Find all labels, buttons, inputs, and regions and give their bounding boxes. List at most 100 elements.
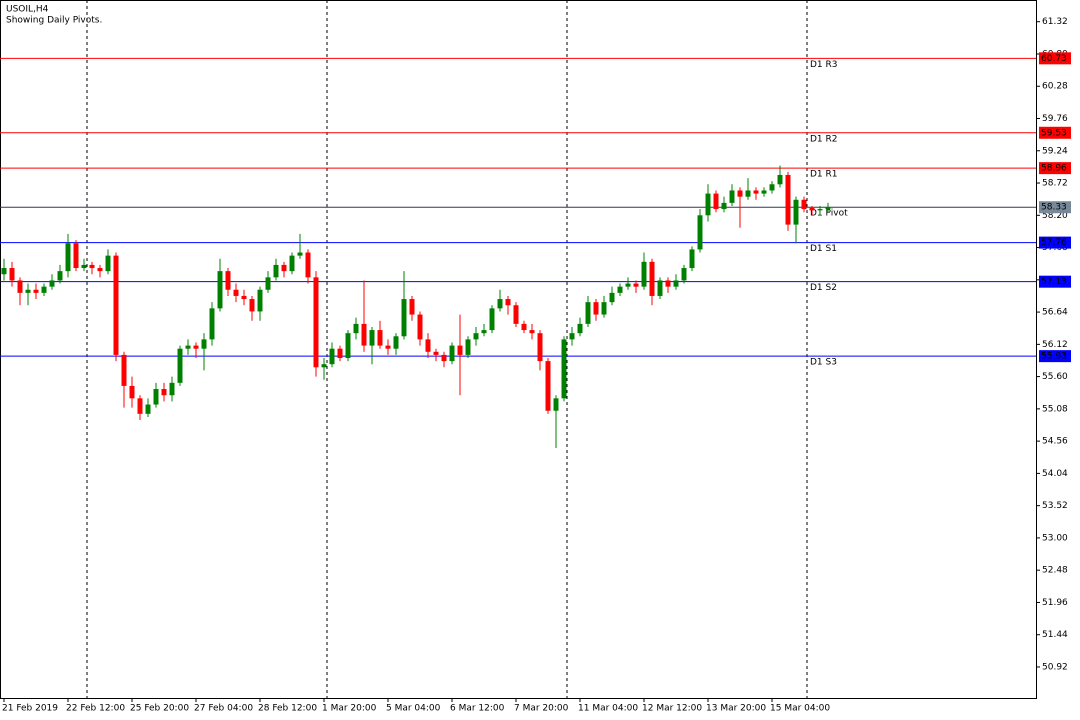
candle-body bbox=[465, 339, 471, 355]
candle-body bbox=[705, 193, 711, 216]
candle-body bbox=[361, 323, 367, 346]
candle-body bbox=[17, 280, 23, 293]
candle-body bbox=[305, 252, 311, 278]
candle-body bbox=[657, 280, 663, 296]
candle-body bbox=[393, 336, 399, 349]
pivot-label: D1 S2 bbox=[810, 283, 837, 293]
candle-body bbox=[753, 190, 759, 194]
y-tick-label: 56.64 bbox=[1042, 308, 1068, 318]
candle-body bbox=[681, 268, 687, 281]
candle-body bbox=[225, 271, 231, 290]
y-tick-label: 56.12 bbox=[1042, 340, 1068, 350]
pivot-label: D1 S3 bbox=[810, 358, 837, 368]
y-tick-label: 54.56 bbox=[1042, 437, 1068, 447]
candle-body bbox=[561, 339, 567, 399]
candle-body bbox=[265, 277, 271, 290]
candle-body bbox=[177, 348, 183, 383]
candle-body bbox=[329, 348, 335, 365]
price-box-label: 58.96 bbox=[1041, 164, 1067, 174]
candle-body bbox=[481, 330, 487, 334]
candle-body bbox=[185, 345, 191, 349]
candle-body bbox=[817, 209, 823, 211]
candle-body bbox=[1, 268, 7, 275]
candle-body bbox=[25, 289, 31, 293]
candle-body bbox=[49, 280, 55, 287]
y-tick-label: 51.44 bbox=[1042, 630, 1068, 640]
candle-body bbox=[617, 286, 623, 293]
candle-body bbox=[785, 174, 791, 225]
candle-body bbox=[113, 255, 119, 355]
candle-body bbox=[641, 261, 647, 287]
candle-body bbox=[601, 302, 607, 315]
candle-body bbox=[505, 299, 511, 306]
candle-body bbox=[489, 308, 495, 331]
candle-body bbox=[697, 215, 703, 250]
candle-body bbox=[729, 190, 735, 203]
candle-body bbox=[585, 302, 591, 324]
y-tick-label: 61.32 bbox=[1042, 17, 1068, 27]
chart-subtitle: Showing Daily Pivots. bbox=[6, 16, 102, 26]
candle-body bbox=[433, 351, 439, 355]
candle-body bbox=[649, 261, 655, 296]
x-tick-label: 15 Mar 04:00 bbox=[770, 704, 830, 714]
candle-body bbox=[65, 243, 71, 272]
candle-body bbox=[169, 382, 175, 396]
candle-body bbox=[273, 264, 279, 278]
candle-body bbox=[593, 302, 599, 315]
x-tick-label: 22 Feb 12:00 bbox=[66, 704, 125, 714]
x-tick-label: 1 Mar 20:00 bbox=[322, 704, 377, 714]
price-box bbox=[1039, 275, 1071, 288]
candle-body bbox=[513, 305, 519, 324]
candle-body bbox=[281, 264, 287, 272]
pivot-label: D1 R2 bbox=[810, 134, 838, 144]
candle-body bbox=[121, 354, 127, 386]
plot-frame bbox=[0, 0, 1037, 699]
x-tick-label: 12 Mar 12:00 bbox=[642, 704, 702, 714]
candle-body bbox=[449, 345, 455, 362]
candle-body bbox=[529, 330, 535, 334]
candle-body bbox=[81, 264, 87, 269]
price-box-label: 58.33 bbox=[1041, 203, 1067, 213]
candle-body bbox=[129, 385, 135, 399]
x-tick-label: 11 Mar 04:00 bbox=[578, 704, 638, 714]
chart-title: USOIL,H4 bbox=[6, 5, 49, 15]
candle-body bbox=[737, 190, 743, 197]
candle-body bbox=[105, 255, 111, 272]
y-tick-label: 55.08 bbox=[1042, 404, 1068, 414]
candle-body bbox=[633, 283, 639, 287]
candle-body bbox=[473, 333, 479, 340]
candle-body bbox=[89, 264, 95, 269]
candle-body bbox=[9, 268, 15, 281]
candle-body bbox=[289, 255, 295, 272]
x-tick-label: 7 Mar 20:00 bbox=[514, 704, 569, 714]
x-tick-label: 21 Feb 2019 bbox=[2, 704, 58, 714]
x-tick-label: 25 Feb 20:00 bbox=[130, 704, 189, 714]
candle-body bbox=[97, 268, 103, 272]
pivot-label: D1 R1 bbox=[810, 170, 838, 180]
candle-body bbox=[321, 364, 327, 368]
candle-body bbox=[137, 398, 143, 414]
price-box-label: 57.13 bbox=[1041, 277, 1067, 287]
candle-body bbox=[665, 280, 671, 287]
y-tick-label: 53.00 bbox=[1042, 533, 1068, 543]
candle-body bbox=[577, 323, 583, 334]
x-tick-label: 27 Feb 04:00 bbox=[194, 704, 253, 714]
candle-body bbox=[409, 299, 415, 315]
candle-body bbox=[417, 314, 423, 340]
candle-body bbox=[241, 295, 247, 300]
y-tick-label: 58.72 bbox=[1042, 179, 1068, 189]
candle-body bbox=[793, 199, 799, 225]
candle-body bbox=[401, 299, 407, 337]
candle-body bbox=[689, 249, 695, 269]
candle-body bbox=[385, 345, 391, 349]
price-box bbox=[1039, 350, 1071, 363]
x-tick-label: 13 Mar 20:00 bbox=[706, 704, 766, 714]
candle-body bbox=[673, 280, 679, 287]
candle-body bbox=[553, 398, 559, 411]
candle-body bbox=[353, 323, 359, 334]
candle-body bbox=[201, 339, 207, 349]
candle-body bbox=[193, 345, 199, 349]
candle-body bbox=[777, 174, 783, 185]
price-box bbox=[1039, 162, 1071, 175]
